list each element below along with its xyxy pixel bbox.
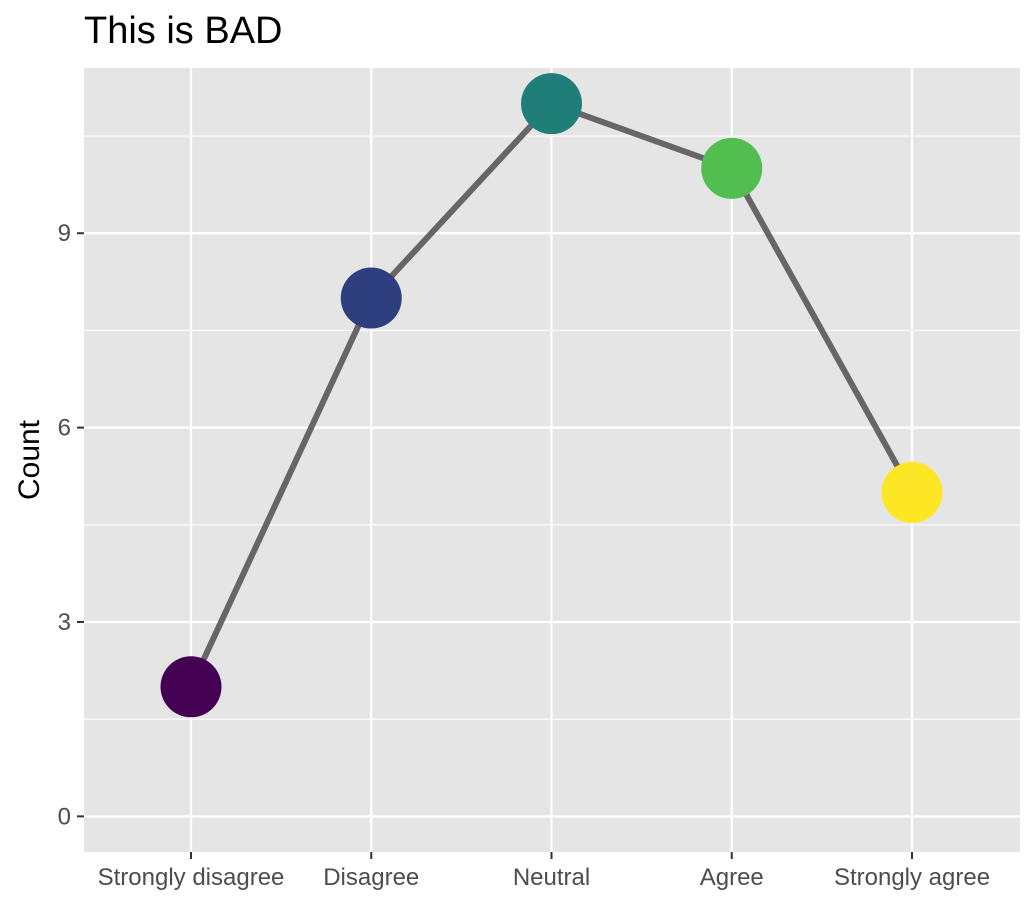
x-tick-label: Disagree xyxy=(323,864,419,891)
x-tick-label: Neutral xyxy=(513,864,590,891)
y-axis-title: Count xyxy=(13,419,46,500)
y-tick-label: 6 xyxy=(58,415,71,442)
data-points xyxy=(160,73,943,718)
y-tick-label: 9 xyxy=(58,220,71,247)
data-point xyxy=(340,267,402,329)
chart-title: This is BAD xyxy=(84,10,282,52)
y-tick-label: 3 xyxy=(58,609,71,636)
x-tick-label: Agree xyxy=(700,864,764,891)
x-tick-label: Strongly disagree xyxy=(98,864,285,891)
y-axis: 0 3 6 9 xyxy=(58,220,84,830)
y-tick-label: 0 xyxy=(58,803,71,830)
data-point xyxy=(160,656,222,718)
major-gridlines xyxy=(84,68,1020,852)
data-point xyxy=(701,137,763,199)
x-axis: Strongly disagree Disagree Neutral Agree Str… xyxy=(98,852,990,891)
x-tick-label: Strongly agree xyxy=(834,864,990,891)
data-point xyxy=(881,461,943,523)
data-point xyxy=(521,73,582,135)
